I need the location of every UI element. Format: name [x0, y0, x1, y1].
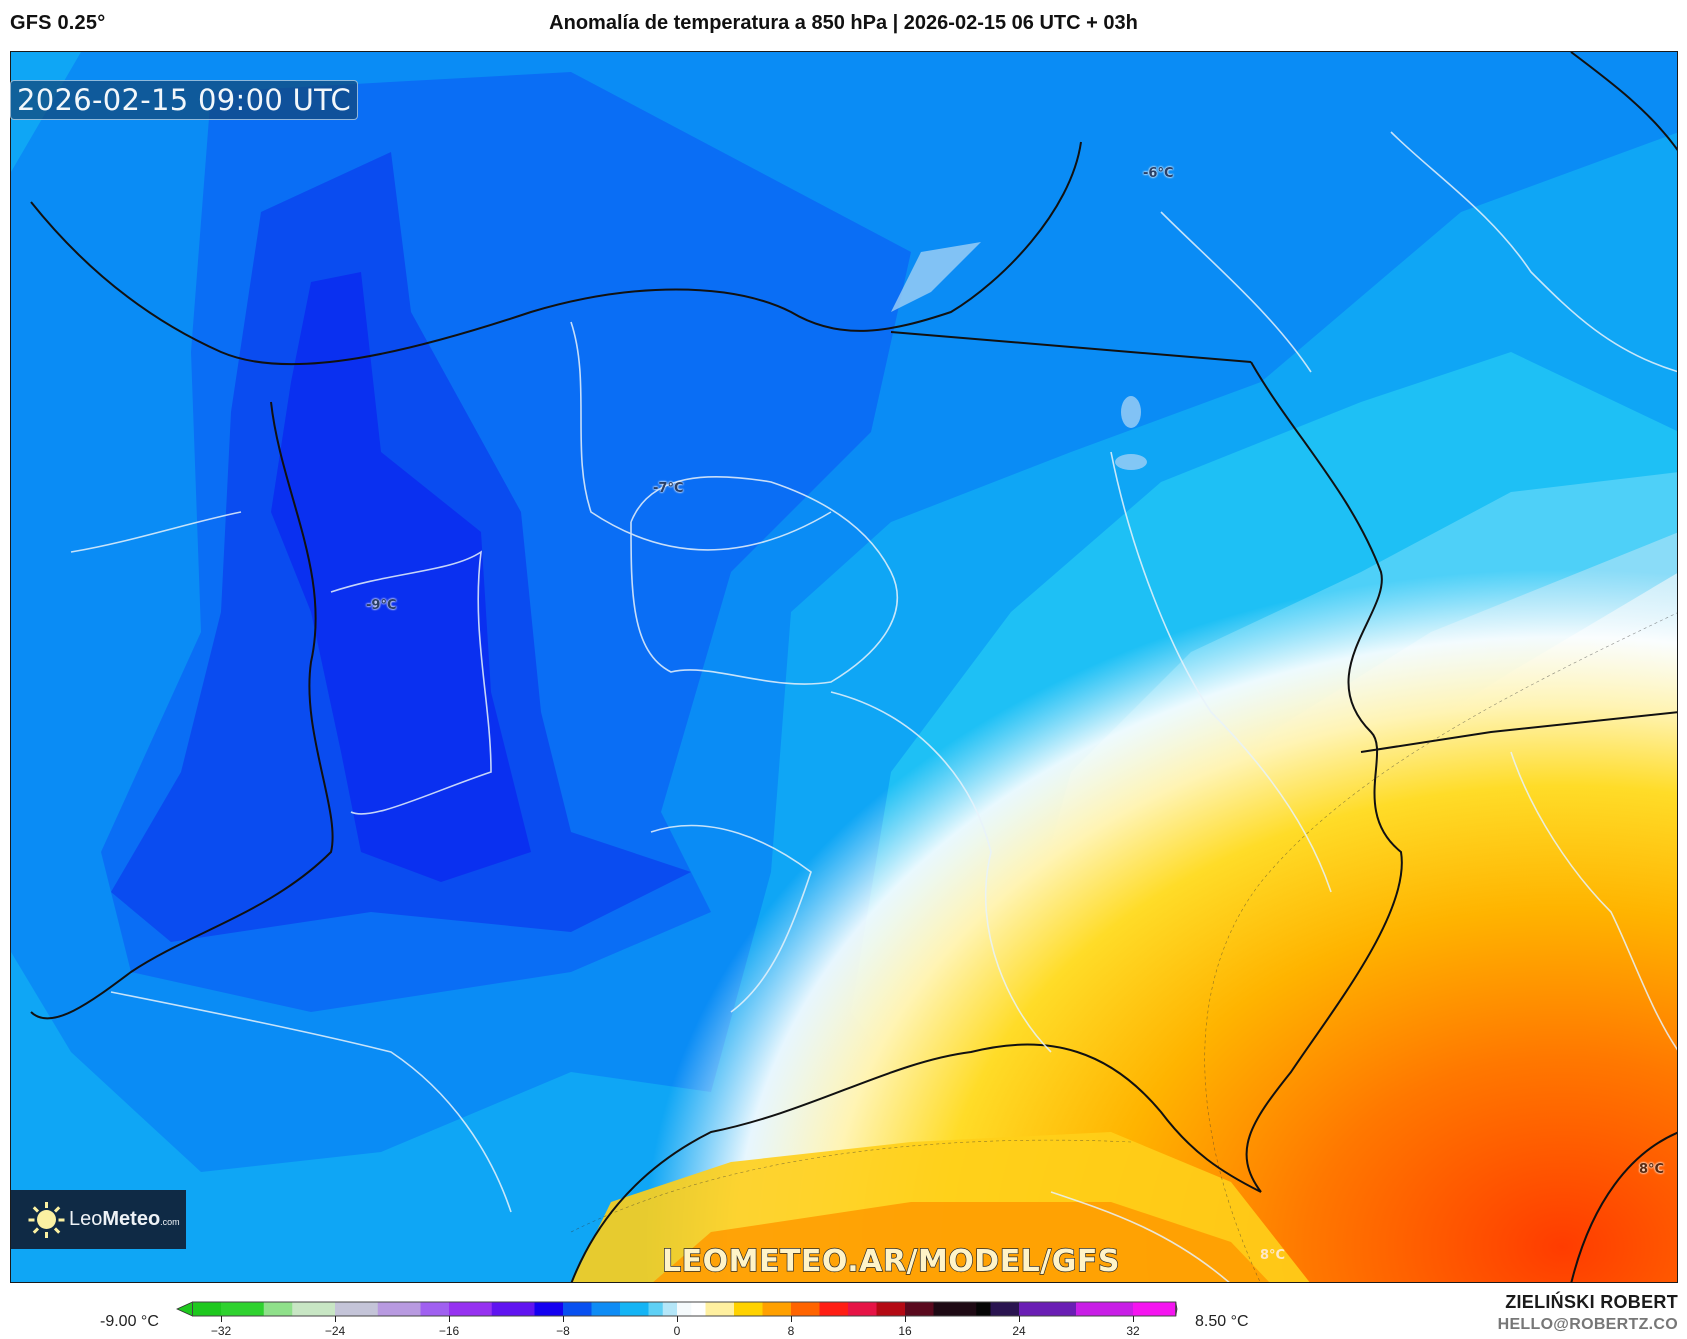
- colorbar-tick-label: −32: [210, 1324, 232, 1338]
- chart-title: Anomalía de temperatura a 850 hPa | 2026…: [549, 12, 1138, 34]
- colorbar-tick: [449, 1316, 450, 1322]
- map-label-plus8-east: 8°C: [1639, 1162, 1665, 1177]
- colorbar-min-label: -9.00 °C: [100, 1313, 159, 1330]
- valid-time-badge: 2026-02-15 09:00 UTC: [10, 80, 359, 120]
- sun-icon: [27, 1200, 67, 1240]
- brand-light: Leo: [69, 1208, 103, 1230]
- colorbar-tick: [335, 1316, 336, 1322]
- colorbar-tick: [1133, 1316, 1134, 1322]
- brand-name: LeoMeteo.com: [69, 1208, 180, 1231]
- colorbar-tick-label: 8: [787, 1324, 795, 1338]
- colorbar-tick-label: −16: [438, 1324, 460, 1338]
- colorbar: -9.00 °C −32 −24 −16 −8 0 8 16 24 32 8.50 °C: [0, 1296, 1687, 1339]
- map-label-minus6: -6°C: [1143, 166, 1174, 181]
- colorbar-tick-label: −8: [556, 1324, 570, 1338]
- colorbar-gradient: [176, 1301, 1178, 1317]
- leometeo-logo[interactable]: LeoMeteo.com: [11, 1190, 186, 1249]
- map-label-minus9: -9°C: [366, 598, 397, 613]
- colorbar-tick-label: 24: [1012, 1324, 1026, 1338]
- anomaly-field: [11, 52, 1677, 1282]
- colorbar-tick-label: −24: [324, 1324, 346, 1338]
- anomaly-map[interactable]: -6°C -7°C -9°C 8°C 8°C: [10, 51, 1678, 1283]
- colorbar-tick: [791, 1316, 792, 1322]
- colorbar-max-label: 8.50 °C: [1195, 1313, 1249, 1330]
- colorbar-tick-label: 32: [1126, 1324, 1140, 1338]
- colorbar-tick: [677, 1316, 678, 1322]
- map-label-minus7: -7°C: [653, 481, 684, 496]
- brand-suffix: .com: [160, 1217, 180, 1227]
- colorbar-tick: [563, 1316, 564, 1322]
- colorbar-tick-label: 16: [898, 1324, 912, 1338]
- colorbar-tick-label: 0: [673, 1324, 681, 1338]
- watermark-url: LEOMETEO.AR/MODEL/GFS: [661, 1243, 1120, 1279]
- model-label: GFS 0.25°: [10, 12, 106, 34]
- colorbar-tick: [1019, 1316, 1020, 1322]
- author-email[interactable]: HELLO@ROBERTZ.CO: [1497, 1316, 1678, 1333]
- author-credit: ZIELIŃSKI ROBERT: [1505, 1292, 1678, 1312]
- colorbar-tick: [905, 1316, 906, 1322]
- map-label-plus8-south: 8°C: [1260, 1248, 1286, 1263]
- brand-bold: Meteo: [102, 1208, 161, 1230]
- colorbar-tick: [221, 1316, 222, 1322]
